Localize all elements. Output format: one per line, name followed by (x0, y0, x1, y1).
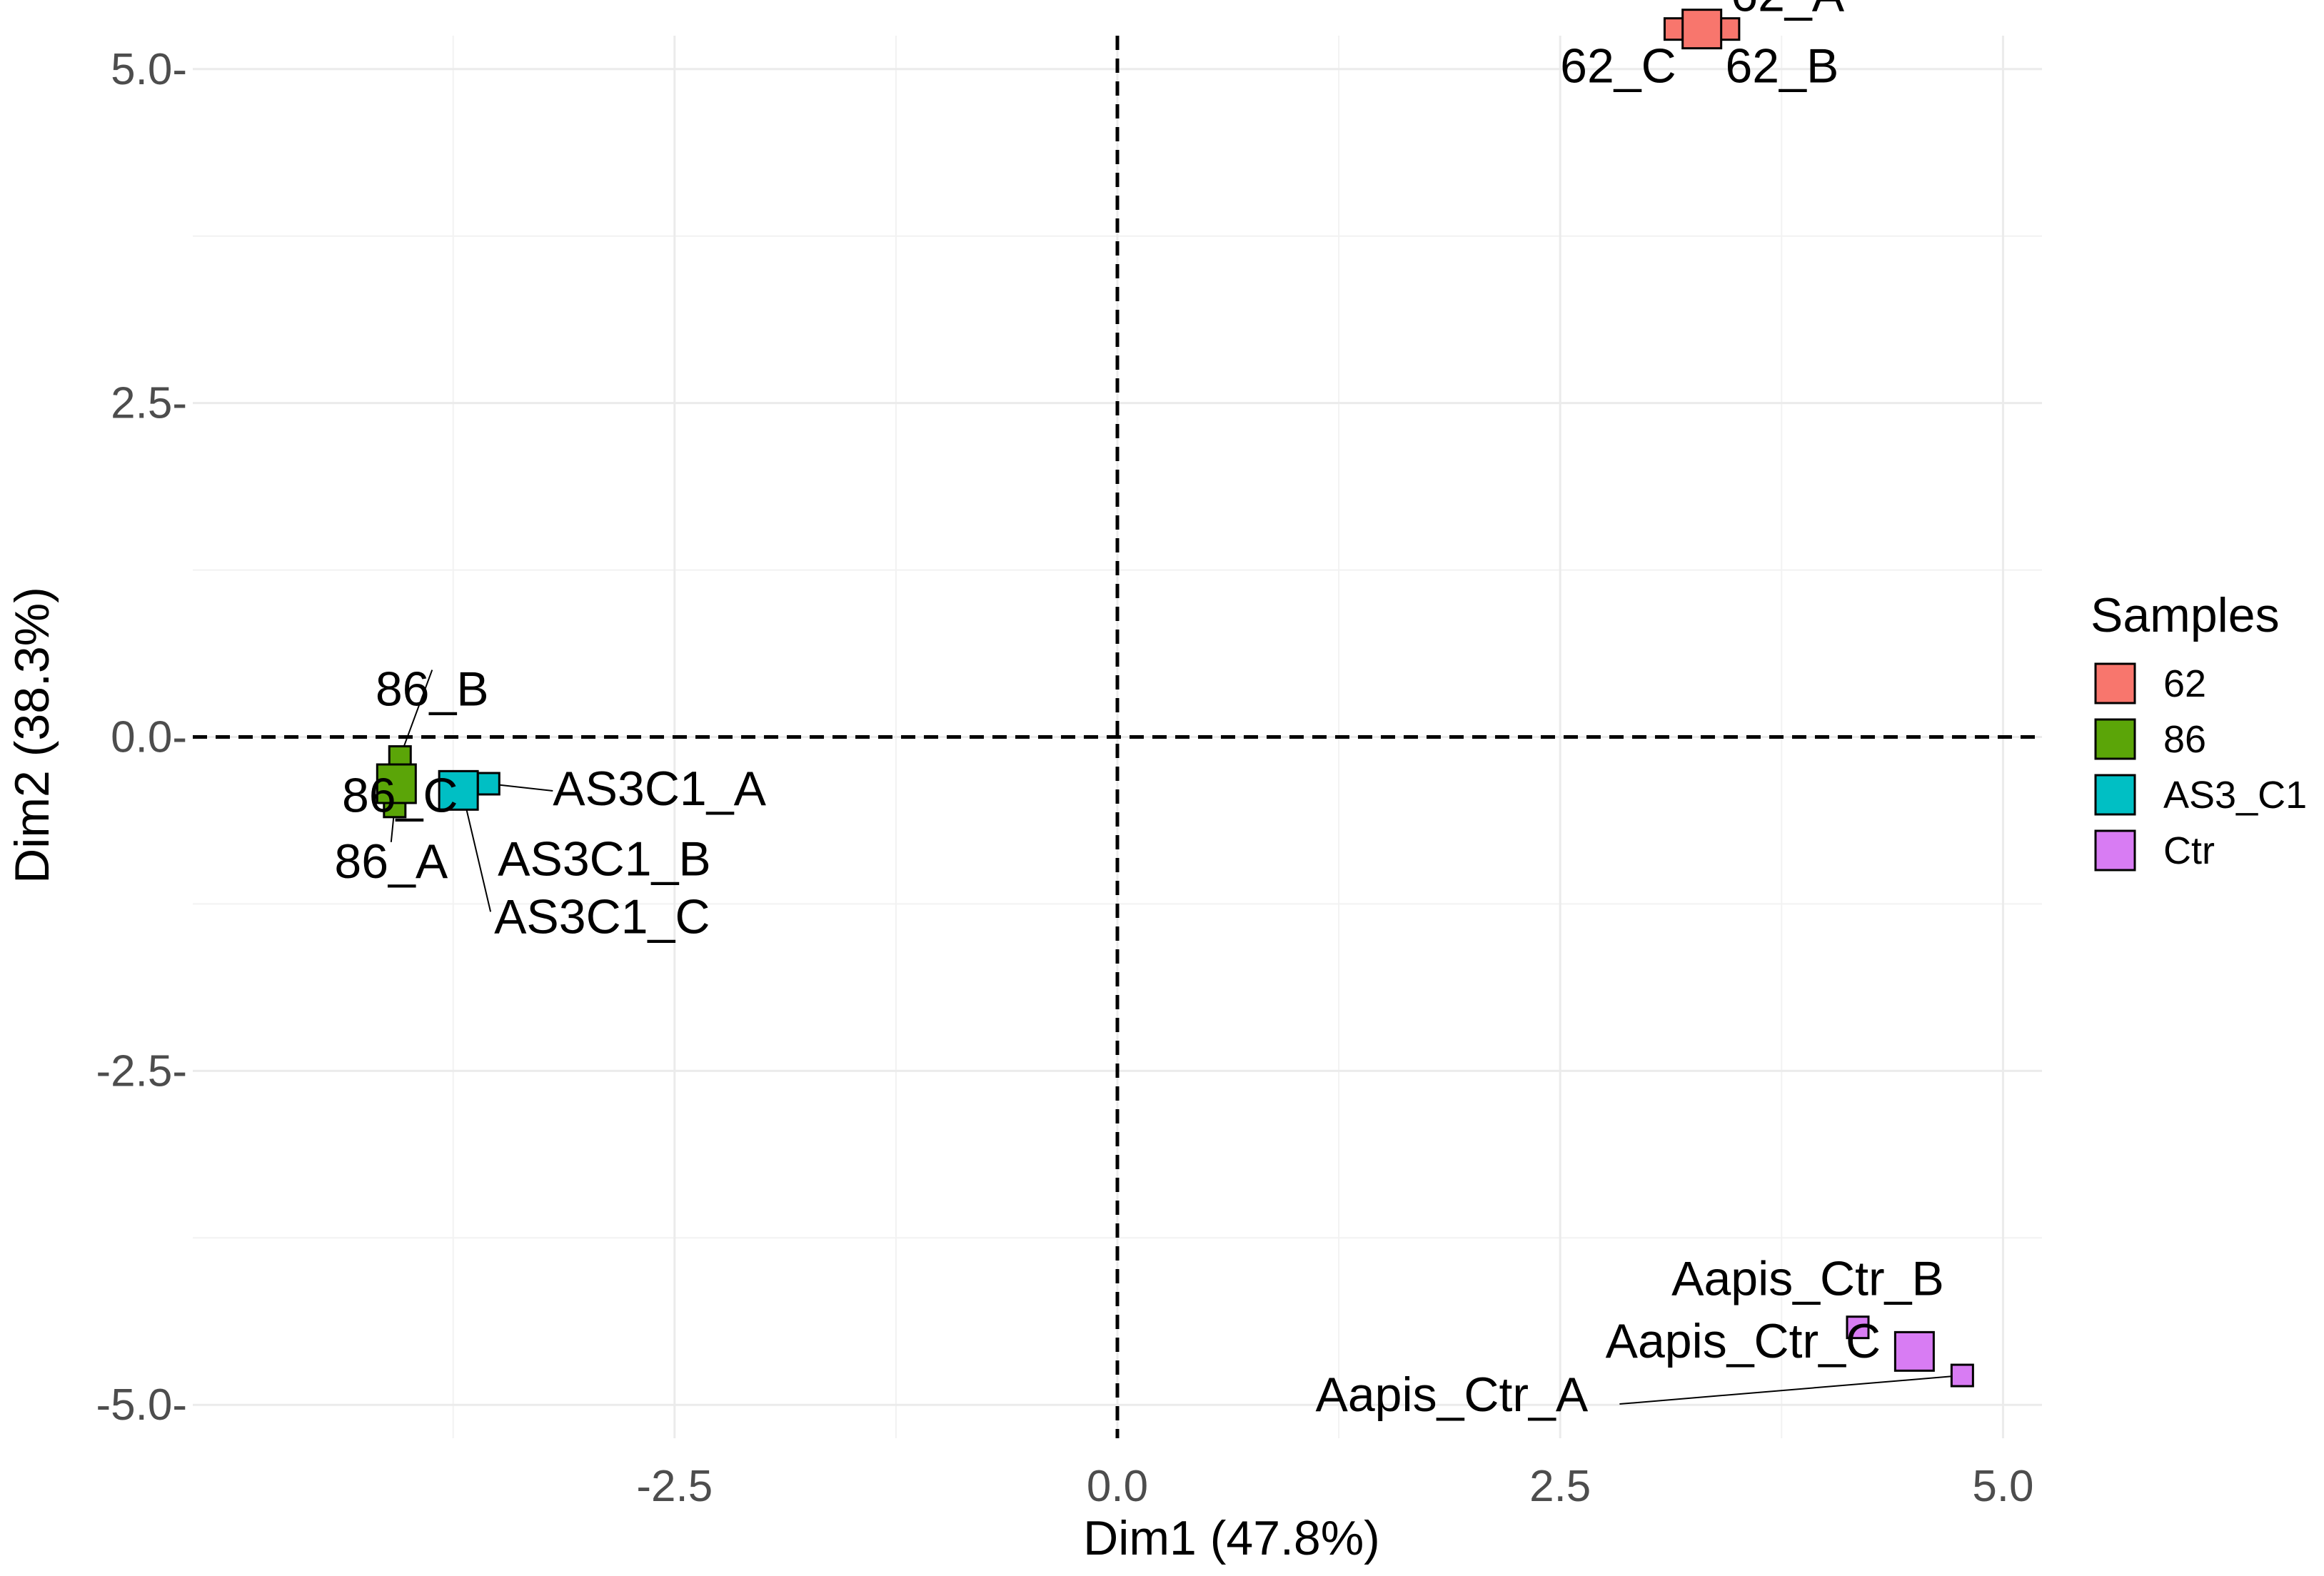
point-label: Aapis_Ctr_A (1315, 1368, 1588, 1422)
point-marker (476, 772, 500, 796)
reference-lines (193, 36, 2042, 1438)
label-leader-line (1619, 1375, 1963, 1405)
legend-key (2094, 662, 2136, 704)
y-tick-label: -2.5- (96, 1046, 187, 1096)
legend-label: 62 (2163, 662, 2206, 705)
y-axis-title: Dim2 (38.3%) (5, 587, 59, 884)
point-label: 86_B (376, 662, 489, 717)
point-label: 62_C (1560, 39, 1676, 94)
point-label: 62_B (1725, 39, 1838, 94)
legend-key (2094, 774, 2136, 816)
y-tick-label: 5.0- (111, 45, 187, 94)
point-marker (1950, 1363, 1974, 1388)
x-tick-label: 0.0 (1087, 1462, 1148, 1511)
legend-label: AS3_C1 (2163, 774, 2307, 817)
point-label: AS3C1_A (553, 762, 766, 816)
legend-label: 86 (2163, 718, 2206, 761)
x-tick-label: 5.0 (1972, 1462, 2033, 1511)
point-label: Aapis_Ctr_C (1606, 1314, 1881, 1368)
centroid-marker (376, 763, 417, 804)
point-label: Aapis_Ctr_B (1671, 1252, 1944, 1306)
label-leader-line (399, 670, 433, 757)
point-marker (1846, 1315, 1870, 1340)
y-tick-label: -5.0- (96, 1380, 187, 1430)
point-label: 86_C (342, 768, 458, 822)
y-tick-label: 2.5- (111, 379, 187, 428)
legend-title: Samples (2091, 588, 2280, 642)
x-tick-label: 2.5 (1529, 1462, 1591, 1511)
x-tick-label: -2.5 (636, 1462, 713, 1511)
centroid-marker (438, 769, 479, 811)
point-label: AS3C1_C (494, 889, 710, 944)
point-label: 86_A (334, 834, 448, 889)
centroid-marker (1893, 1330, 1935, 1372)
y-tick-label: 0.0- (111, 713, 187, 762)
point-labels: 62_A 62_B 62_C 86_B 86_C 86_A AS3C1_A AS3C1_BAS… (334, 0, 1943, 1422)
points (376, 9, 1974, 1388)
centroid-marker (1681, 9, 1723, 50)
x-axis-title: Dim1 (47.8%) (1083, 1511, 1380, 1565)
legend: Samples 62 86 AS3_C1 Ctr (2091, 588, 2307, 872)
point-label: 62_A (1731, 0, 1844, 22)
axes: -2.5 0.0 2.5 5.0 -5.0- -2.5- 0.0- 2.5- 5.0- Dim1 … (5, 45, 2034, 1565)
point-label: AS3C1_B (498, 832, 711, 886)
legend-key (2094, 718, 2136, 760)
legend-key (2094, 829, 2136, 872)
legend-label: Ctr (2163, 829, 2215, 872)
